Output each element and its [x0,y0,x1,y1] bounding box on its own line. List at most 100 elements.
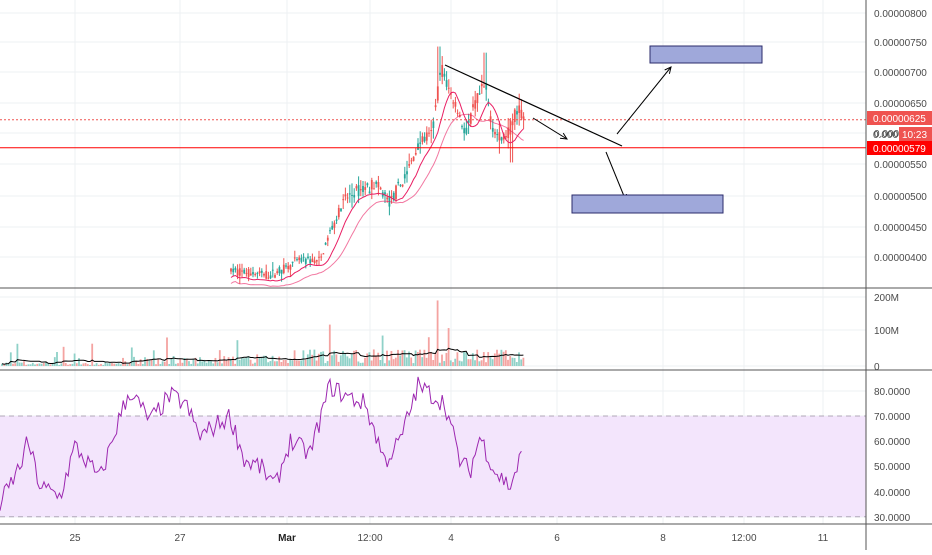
candle-body [337,208,340,218]
volume-bar [460,361,463,366]
volume-bar [194,357,197,366]
volume-moving-average [1,347,524,365]
candle-body [353,194,356,198]
candle-body [315,260,318,262]
volume-bar [203,359,206,366]
level-price-label: 0.00000579 [873,144,926,155]
volume-bar [498,353,501,366]
volume-bar [476,349,479,366]
volume-bar [47,363,50,366]
volume-bar [386,350,388,366]
candle-body [298,257,301,261]
price-tick-label: 0.00000800 [874,9,927,20]
volume-bar [432,360,435,366]
candle-body [238,268,241,276]
candle-body [419,142,422,144]
volume-bar [324,363,327,366]
volume-bar [210,361,212,366]
volume-bar [496,349,498,366]
candle-body [355,186,358,189]
candle-body [443,73,446,77]
candle-body [469,113,472,124]
volume-bar [291,360,294,366]
candle-body [428,132,430,134]
volume-bar [364,357,366,366]
volume-bar [221,363,223,366]
volume-bar [434,353,437,366]
volume-bar [487,352,490,366]
candle-body [254,274,257,276]
time-tick-label: 6 [554,533,560,544]
candle-body [513,109,516,123]
volume-bar [181,362,184,366]
candle-body [434,105,437,108]
volume-bar [357,361,360,366]
volume-bar [293,350,296,366]
volume-bar [463,351,465,366]
volume-bar [344,353,347,366]
volume-bar [155,364,157,366]
candle-body [309,259,312,264]
volume-bar [397,349,399,366]
price-tick-label: 0.00000550 [874,160,927,171]
volume-bar [86,364,89,366]
volume-bar [240,357,243,366]
volume-layer [1,300,525,366]
volume-bar [315,360,318,366]
volume-bar [511,357,514,366]
volume-bar [254,362,256,366]
candle-body [320,256,323,258]
volume-bar [150,359,153,366]
volume-bar [179,359,182,366]
candle-body [480,83,483,87]
candle-body [436,86,439,101]
candle-body [269,275,272,279]
volume-bar [465,351,468,366]
time-tick-label: Mar [278,533,296,544]
volume-bar [265,355,267,366]
volume-bar [260,356,263,366]
candle-body [324,242,327,245]
volume-bar [480,360,483,366]
countdown-prefix: 0.000 [873,130,898,141]
volume-bar [507,359,509,366]
candle-body [258,271,261,273]
ma-layer [230,91,524,287]
candle-body [362,185,364,192]
volume-bar [322,351,325,366]
candle-body [472,104,474,108]
volume-bar [137,364,140,366]
candle-body [307,256,309,259]
volume-bar [469,359,472,366]
candle-body [500,137,503,141]
volume-bar [243,358,245,366]
volume-bar [251,363,254,366]
volume-bar [75,363,78,366]
volume-bar [1,363,3,366]
price-tick-label: 0.00000450 [874,223,927,234]
candle-body [384,192,386,195]
rsi-band-layer [0,415,866,518]
volume-bar [258,357,261,366]
volume-bar [12,363,14,366]
volume-bar [377,352,380,366]
drawing-layer[interactable] [0,45,866,214]
volume-bar [174,363,177,366]
candle-body [342,199,345,201]
candle-body [439,72,441,75]
volume-bar [346,356,349,366]
rsi-tick-label: 40.0000 [874,488,911,499]
candle-body [408,164,411,166]
volume-bar [355,350,358,366]
volume-bar [388,360,391,366]
price-tick-label: 0.00000750 [874,38,927,49]
volume-bar [236,340,239,366]
volume-bar [126,364,129,366]
volume-bar [320,351,322,366]
volume-bar [212,363,215,366]
volume-bar [302,350,305,366]
volume-bar [29,364,32,366]
candle-body [421,136,424,143]
volume-bar [467,359,470,366]
candle-layer [230,46,525,284]
